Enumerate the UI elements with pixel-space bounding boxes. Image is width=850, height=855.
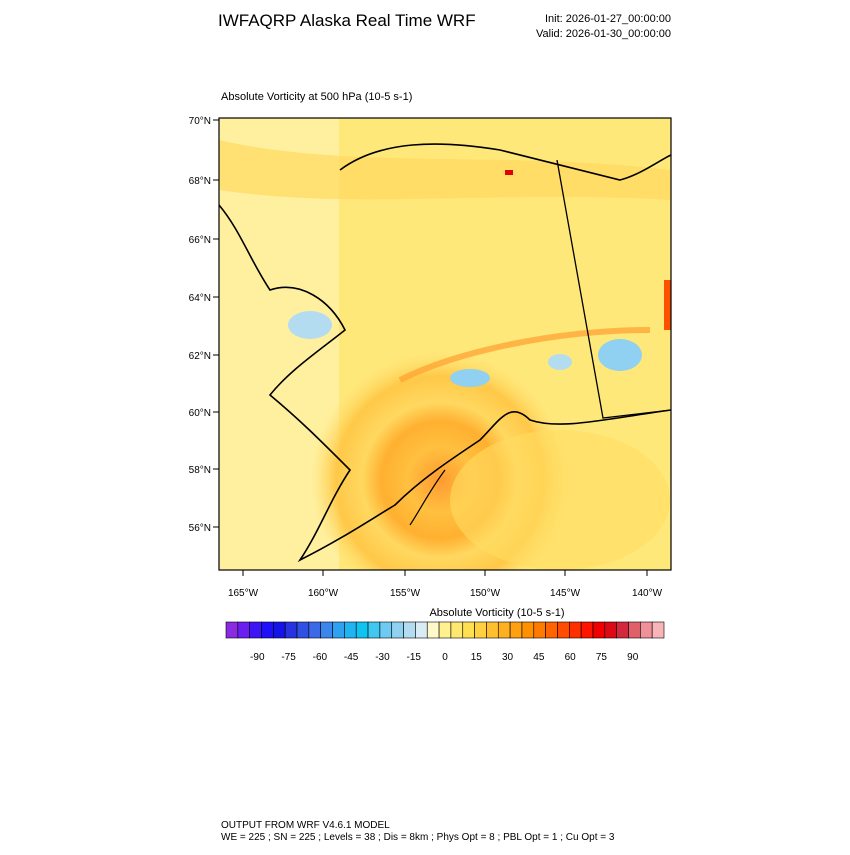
colorbar-box [474, 621, 487, 639]
lon-label: 145°W [550, 588, 581, 599]
colorbar-tick-label: 15 [471, 652, 483, 663]
map-frame [218, 117, 672, 571]
colorbar-box [391, 621, 404, 639]
colorbar-tick-label: -75 [281, 652, 296, 663]
lat-label: 58°N [189, 465, 211, 476]
lat-label: 70°N [189, 116, 211, 127]
lon-label: 160°W [308, 588, 339, 599]
colorbar-tick-label: -60 [313, 652, 328, 663]
colorbar-tick-label: 90 [627, 652, 639, 663]
colorbar-box [237, 621, 250, 639]
colorbar-box [640, 621, 653, 639]
colorbar-box [450, 621, 464, 639]
colorbar-box [273, 621, 286, 639]
colorbar-box [521, 621, 535, 639]
colorbar-box [651, 621, 665, 639]
colorbar-box [497, 621, 511, 639]
lat-label: 56°N [189, 523, 211, 534]
colorbar-box [225, 621, 239, 639]
colorbar-box [438, 621, 452, 639]
lat-label: 62°N [189, 351, 211, 362]
colorbar-box [296, 621, 310, 639]
lon-label: 165°W [228, 588, 259, 599]
valid-time: Valid: 2026-01-30_00:00:00 [536, 28, 671, 40]
title: IWFAQRP Alaska Real Time WRF [218, 11, 476, 30]
colorbar-box [568, 621, 582, 639]
colorbar-title: Absolute Vorticity (10-5 s-1) [429, 607, 564, 619]
colorbar-tick-label: -30 [375, 652, 390, 663]
colorbar-tick-label: 30 [502, 652, 514, 663]
colorbar-tick-label: 75 [596, 652, 608, 663]
colorbar-box [545, 621, 558, 639]
colorbar-box [355, 621, 369, 639]
colorbar-box [284, 621, 298, 639]
init-time: Init: 2026-01-27_00:00:00 [545, 13, 671, 25]
colorbar-box [261, 621, 274, 639]
colorbar-box [249, 621, 262, 639]
colorbar-tick-label: -90 [250, 652, 265, 663]
plot-title: Absolute Vorticity at 500 hPa (10-5 s-1) [221, 91, 412, 103]
colorbar-box [344, 621, 357, 639]
colorbar-box [426, 621, 440, 639]
colorbar-box [557, 621, 570, 639]
colorbar-box [580, 621, 594, 639]
colorbar-box [379, 621, 393, 639]
lat-label: 64°N [189, 293, 211, 304]
colorbar-tick-label: 0 [442, 652, 448, 663]
footer-line: OUTPUT FROM WRF V4.6.1 MODEL [221, 820, 390, 831]
colorbar-box [616, 621, 629, 639]
colorbar-box [367, 621, 381, 639]
map-field [219, 118, 671, 570]
colorbar-box [308, 621, 322, 639]
lon-label: 155°W [390, 588, 421, 599]
footer-line: WE = 225 ; SN = 225 ; Levels = 38 ; Dis … [221, 832, 615, 843]
colorbar-box [628, 621, 641, 639]
colorbar-box [415, 621, 428, 639]
lat-label: 60°N [189, 408, 211, 419]
colorbar-box [403, 621, 416, 639]
lat-label: 66°N [189, 235, 211, 246]
colorbar-box [509, 621, 523, 639]
colorbar-box [486, 621, 499, 639]
colorbar-tick-label: 45 [533, 652, 545, 663]
colorbar-box [533, 621, 546, 639]
colorbar-tick-label: -45 [344, 652, 359, 663]
lon-label: 140°W [632, 588, 663, 599]
colorbar-box [462, 621, 475, 639]
colorbar-box [332, 621, 345, 639]
colorbar-box [604, 621, 617, 639]
lat-label: 68°N [189, 176, 211, 187]
colorbar-box [320, 621, 333, 639]
lon-label: 150°W [470, 588, 501, 599]
colorbar-box [592, 621, 606, 639]
colorbar-tick-label: -15 [406, 652, 421, 663]
colorbar-tick-label: 60 [565, 652, 577, 663]
